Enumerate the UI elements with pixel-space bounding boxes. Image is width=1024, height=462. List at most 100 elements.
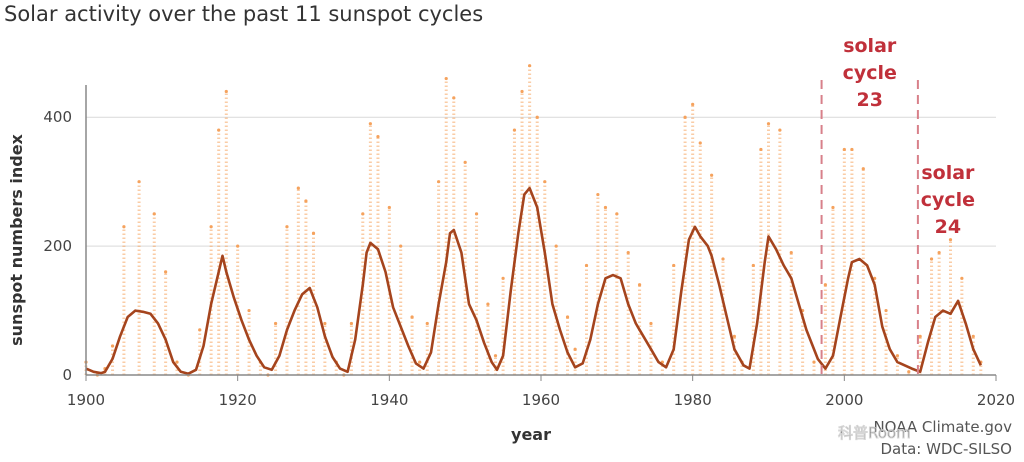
scatter-point-52: [596, 192, 600, 197]
annotation-0-line-2: 23: [857, 89, 883, 111]
watermark: 科普Room: [838, 424, 911, 442]
scatter-point-32: [410, 315, 414, 319]
scatter-point-33: [418, 360, 422, 364]
scatter-point-70: [778, 128, 782, 132]
scatter-point-28: [368, 122, 372, 126]
scatter-point-31: [399, 244, 403, 248]
scatter-point-60: [683, 115, 687, 119]
scatter-point-57: [649, 321, 653, 326]
scatter-point-43: [512, 128, 517, 132]
x-tick-label-1980: 1980: [674, 391, 712, 409]
credit-line-1: Data: WDC-SILSO: [880, 440, 1012, 458]
y-tick-label-0: 0: [62, 366, 72, 384]
scatter-point-68: [759, 147, 763, 152]
scatter-point-15: [247, 308, 251, 313]
smoothed-sunspot-line: [85, 186, 982, 375]
scatter-point-38: [463, 160, 467, 164]
scatter-point-73: [812, 360, 816, 364]
scatter-point-13: [224, 89, 228, 94]
scatter-point-45: [528, 64, 532, 68]
scatter-point-75: [831, 205, 835, 210]
scatter-point-34: [425, 321, 429, 326]
x-tick-label-2020: 2020: [977, 391, 1015, 409]
scatter-point-26: [349, 321, 354, 326]
scatter-point-64: [721, 257, 725, 261]
scatter-point-36: [444, 76, 448, 81]
scatter-point-67: [751, 263, 755, 268]
scatter-point-61: [691, 102, 695, 106]
scatter-point-22: [311, 231, 316, 235]
scatter-point-51: [584, 263, 589, 268]
scatter-point-48: [554, 244, 558, 248]
annotations: solar cycle 23 solar cycle 24: [820, 35, 975, 375]
credit-line-0: NOAA Climate.gov: [873, 418, 1012, 436]
scatter-point-14: [236, 244, 240, 248]
annotation-0-line-0: solar: [843, 35, 897, 57]
scatter-point-19: [285, 225, 289, 229]
x-axis-label: year: [511, 425, 551, 444]
annotation-1-line-2: 24: [935, 216, 961, 238]
y-tick-label-200: 200: [43, 237, 72, 255]
scatter-point-53: [603, 205, 608, 210]
scatter-point-49: [565, 315, 570, 319]
scatter-point-10: [198, 328, 202, 332]
scatter-point-83: [918, 334, 922, 338]
scatter-point-80: [884, 308, 888, 313]
scatter-point-76: [842, 147, 846, 152]
scatter-point-41: [493, 354, 498, 358]
x-tick-label-1940: 1940: [370, 391, 408, 409]
scatter-point-85: [937, 250, 941, 255]
scatter-point-35: [437, 180, 441, 184]
scatter-point-56: [637, 283, 642, 287]
scatter-point-71: [789, 250, 793, 255]
annotation-1-line-1: cycle: [921, 189, 975, 211]
scatter-point-84: [929, 257, 934, 261]
chart-title: Solar activity over the past 11 sunspot …: [4, 2, 484, 26]
scatter-point-27: [361, 212, 365, 216]
scatter-point-59: [672, 263, 676, 268]
scatter-point-39: [474, 212, 479, 216]
scatter-point-65: [732, 334, 736, 338]
x-tick-label-1960: 1960: [522, 391, 560, 409]
scatter-point-12: [217, 128, 221, 132]
scatter-point-40: [486, 302, 490, 306]
scatter-point-30: [387, 205, 391, 210]
x-tick-label-1920: 1920: [219, 391, 257, 409]
scatter-point-87: [960, 276, 964, 280]
scatter-point-77: [850, 147, 854, 152]
scatter-point-46: [535, 115, 539, 119]
scatter-point-50: [573, 347, 577, 351]
scatter-point-21: [304, 199, 308, 203]
scatter-point-78: [861, 167, 865, 171]
scatter-point-62: [698, 141, 702, 145]
x-tick-label-1900: 1900: [67, 391, 105, 409]
scatter-point-44: [520, 89, 524, 94]
annotation-0-line-1: cycle: [843, 62, 897, 84]
scatter-point-4: [122, 225, 126, 229]
scatter-point-3: [110, 344, 115, 348]
scatter-point-8: [175, 360, 179, 364]
scatter-point-6: [152, 212, 156, 216]
scatter-point-63: [710, 173, 714, 177]
scatter-point-37: [452, 96, 456, 100]
scatter-point-20: [296, 186, 300, 190]
y-axis-label: sunspot numbers index: [7, 133, 26, 345]
daily-sunspot-scatter: [84, 64, 983, 377]
scatter-point-69: [766, 122, 771, 126]
scatter-point-81: [895, 354, 900, 358]
scatter-point-74: [823, 283, 827, 287]
scatter-point-11: [209, 225, 213, 229]
scatter-point-42: [501, 276, 505, 280]
scatter-point-23: [323, 321, 327, 326]
scatter-point-18: [273, 321, 278, 326]
y-tick-label-400: 400: [43, 108, 72, 126]
tick-labels: 1900 1920 1940 1960 1980 2000 2020 0 200 400: [43, 108, 1015, 409]
scatter-point-5: [137, 180, 141, 184]
scatter-point-82: [907, 370, 911, 374]
scatter-point-47: [543, 180, 547, 184]
scatter-point-88: [971, 334, 975, 338]
x-tick-label-2000: 2000: [825, 391, 863, 409]
scatter-point-55: [626, 250, 630, 255]
